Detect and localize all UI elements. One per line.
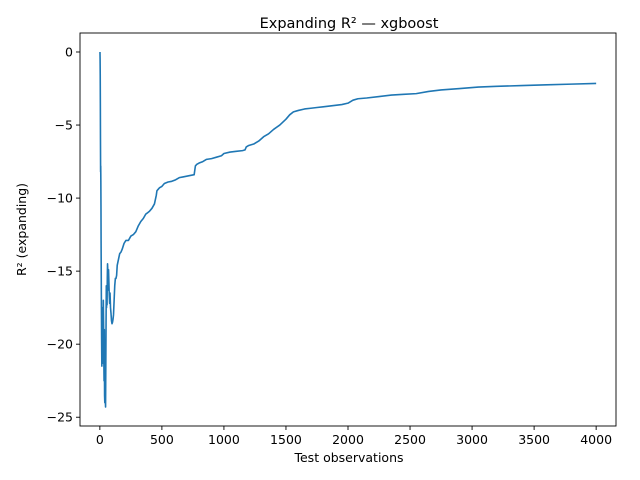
y-tick-label: −15 [47, 264, 73, 279]
x-axis: 0 500 1000 1500 2000 2500 3000 3500 4000 [96, 426, 612, 447]
x-tick-label: 3500 [518, 432, 550, 447]
y-axis-label: R² (expanding) [14, 183, 29, 276]
y-tick-label: −10 [47, 191, 73, 206]
x-tick-label: 2500 [394, 432, 426, 447]
chart-title: Expanding R² — xgboost [260, 16, 439, 32]
x-tick-label: 500 [150, 432, 174, 447]
y-tick-label: 0 [65, 44, 73, 59]
y-tick-label: −20 [47, 337, 73, 352]
x-tick-label: 4000 [580, 432, 612, 447]
x-tick-label: 2000 [332, 432, 364, 447]
y-axis: 0 −5 −10 −15 −20 −25 [47, 44, 80, 425]
x-tick-label: 1000 [208, 432, 240, 447]
series-line-0 [99, 51, 597, 408]
x-axis-label: Test observations [293, 450, 403, 465]
x-tick-label: 3000 [456, 432, 488, 447]
plot-area [99, 51, 597, 408]
x-tick-label: 1500 [270, 432, 302, 447]
y-tick-label: −5 [55, 118, 73, 133]
x-tick-label: 0 [96, 432, 104, 447]
y-tick-label: −25 [47, 410, 73, 425]
